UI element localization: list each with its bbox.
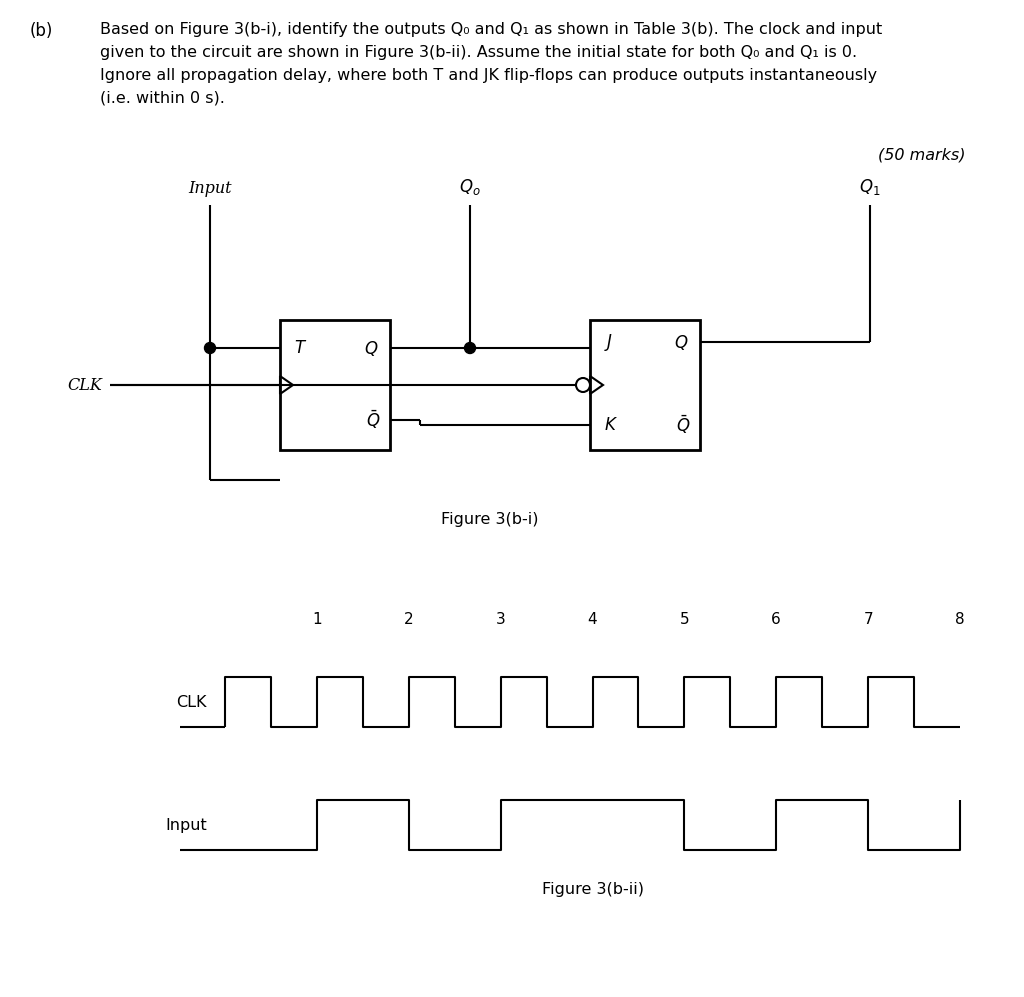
Circle shape — [465, 343, 475, 354]
Text: $J$: $J$ — [604, 331, 613, 353]
Text: 7: 7 — [863, 612, 872, 627]
Text: $Q$: $Q$ — [674, 333, 688, 352]
Text: Based on Figure 3(b-i), identify the outputs Q₀ and Q₁ as shown in Table 3(b). T: Based on Figure 3(b-i), identify the out… — [100, 22, 883, 106]
Text: $\bar{Q}$: $\bar{Q}$ — [676, 414, 690, 437]
Text: 5: 5 — [680, 612, 689, 627]
Circle shape — [205, 343, 215, 354]
Text: (50 marks): (50 marks) — [878, 148, 965, 163]
Text: Input: Input — [165, 818, 207, 832]
Text: $\bar{Q}$: $\bar{Q}$ — [366, 409, 380, 432]
Text: $Q_o$: $Q_o$ — [459, 177, 481, 197]
Text: Figure 3(b-ii): Figure 3(b-ii) — [542, 882, 643, 897]
Bar — [280, 320, 390, 450]
Text: 3: 3 — [496, 612, 506, 627]
Text: (b): (b) — [30, 22, 53, 40]
Text: 4: 4 — [588, 612, 597, 627]
Text: 8: 8 — [955, 612, 965, 627]
Text: $Q$: $Q$ — [364, 339, 378, 358]
Text: $T$: $T$ — [294, 339, 307, 357]
Text: CLK: CLK — [68, 377, 102, 394]
Text: 6: 6 — [771, 612, 781, 627]
Text: Figure 3(b-i): Figure 3(b-i) — [441, 512, 539, 527]
Text: $K$: $K$ — [604, 416, 618, 434]
Text: CLK: CLK — [176, 695, 207, 710]
Text: 1: 1 — [312, 612, 322, 627]
Text: Input: Input — [188, 180, 231, 197]
Text: $Q_1$: $Q_1$ — [859, 177, 881, 197]
Text: 2: 2 — [403, 612, 414, 627]
Circle shape — [575, 378, 590, 392]
Bar — [590, 320, 700, 450]
